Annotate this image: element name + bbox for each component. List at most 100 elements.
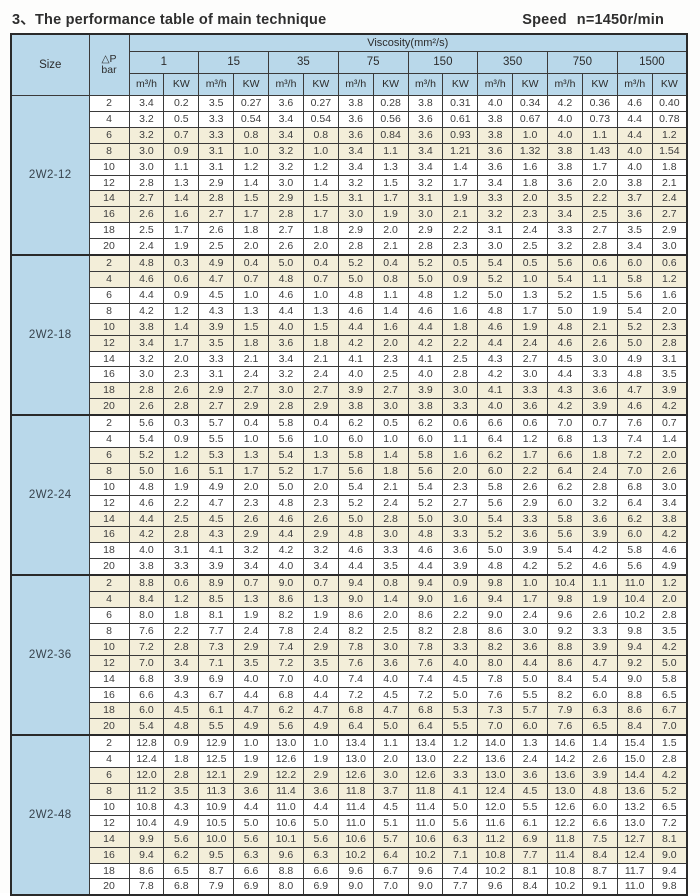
value-cell: 2.4 (651, 190, 688, 208)
value-cell: 3.9 (198, 558, 235, 576)
value-cell: 4.4 (302, 686, 339, 704)
value-cell: 4.5 (198, 286, 235, 304)
value-cell: 8.6 (407, 607, 444, 624)
value-cell: 5.8 (477, 478, 514, 496)
value-cell: 0.3 (163, 414, 200, 433)
value-cell: 1.7 (512, 302, 548, 320)
value-cell: 5.4 (477, 254, 514, 272)
value-cell: 0.9 (442, 574, 479, 593)
value-cell: 12.4 (616, 846, 653, 864)
value-cell: 0.4 (372, 254, 409, 272)
value-cell: 7.8 (407, 638, 444, 656)
value-cell: 0.9 (163, 286, 200, 304)
value-cell: 12.1 (198, 767, 235, 784)
value-cell: 3.0 (512, 366, 548, 384)
value-cell: 2.7 (198, 206, 235, 224)
value-cell: 0.6 (163, 574, 200, 593)
value-cell: 4.6 (268, 286, 304, 304)
delta-p-value-cell: 20 (88, 558, 130, 576)
value-cell: 2.9 (302, 767, 339, 784)
value-cell: 3.6 (616, 206, 653, 224)
table-row: 12 3.4 1.7 3.5 1.8 3.6 1.8 4.2 2.0 4.2 2.2 4.4 2.4 4.… (11, 334, 688, 352)
value-cell: 8.4 (581, 846, 618, 864)
value-cell: 4.0 (302, 670, 339, 688)
value-cell: 2.7 (233, 382, 269, 400)
size-column-header: Size (10, 33, 90, 96)
value-cell: 7.3 (198, 638, 235, 656)
value-cell: 5.0 (407, 270, 444, 288)
value-cell: 3.2 (128, 126, 165, 144)
value-cell: 10.6 (268, 814, 304, 832)
value-cell: 3.6 (407, 126, 444, 144)
value-cell: 7.0 (616, 462, 653, 480)
value-cell: 3.0 (442, 510, 479, 528)
table-row: 20 5.4 4.8 5.5 4.9 5.6 4.9 6.4 5.0 6.4 5.5 7.0 6.0 7.… (11, 718, 688, 736)
value-cell: 6.0 (477, 462, 514, 480)
value-cell: 3.5 (198, 334, 235, 352)
value-cell: 2.9 (337, 222, 374, 240)
value-cell: 2.0 (442, 462, 479, 480)
value-cell: 0.4 (233, 414, 269, 433)
value-cell: 3.0 (407, 206, 444, 224)
value-cell: 5.0 (407, 510, 444, 528)
table-row: 18 6.0 4.5 6.1 4.7 6.2 4.7 6.8 4.7 6.8 5.3 7.3 5.7 7.… (11, 702, 688, 720)
value-cell: 1.1 (581, 574, 618, 593)
value-cell: 2.0 (163, 350, 200, 368)
value-cell: 2.9 (198, 382, 235, 400)
value-cell: 3.8 (407, 95, 444, 112)
value-cell: 3.2 (128, 110, 165, 128)
value-cell: 3.0 (337, 206, 374, 224)
value-cell: 7.0 (128, 654, 165, 672)
delta-p-value-cell: 18 (88, 222, 130, 240)
value-cell: 1.5 (302, 318, 339, 336)
value-cell: 6.8 (616, 478, 653, 496)
value-cell: 3.1 (651, 350, 688, 368)
value-cell: 1.3 (512, 734, 548, 753)
value-cell: 5.5 (198, 718, 235, 736)
value-cell: 4.6 (128, 494, 165, 512)
value-cell: 5.8 (651, 670, 688, 688)
value-cell: 2.8 (651, 607, 688, 624)
table-row: 14 3.2 2.0 3.3 2.1 3.4 2.1 4.1 2.3 4.1 2.5 4.3 2.7 4.… (11, 350, 688, 368)
value-cell: 5.2 (268, 462, 304, 480)
delta-p-value-cell: 4 (88, 270, 130, 288)
value-cell: 3.1 (337, 190, 374, 208)
value-cell: 4.4 (337, 318, 374, 336)
value-cell: 10.4 (128, 814, 165, 832)
value-cell: 2.2 (581, 190, 618, 208)
value-cell: 2.5 (442, 350, 479, 368)
table-row: 6 3.2 0.7 3.3 0.8 3.4 0.8 3.6 0.84 3.6 0.93 3.8 1.0 4… (11, 126, 688, 144)
value-cell: 0.67 (512, 110, 548, 128)
value-cell: 5.8 (547, 510, 583, 528)
value-cell: 1.0 (512, 270, 548, 288)
value-cell: 1.7 (302, 206, 339, 224)
value-cell: 6.4 (616, 494, 653, 512)
value-cell: 11.0 (407, 814, 444, 832)
value-cell: 1.8 (163, 751, 200, 769)
value-cell: 7.1 (442, 846, 479, 864)
delta-p-value-cell: 12 (88, 174, 130, 192)
value-cell: 5.6 (477, 494, 514, 512)
viscosity-value-header: 15 (198, 51, 269, 74)
value-cell: 1.1 (163, 158, 200, 176)
value-cell: 2.4 (302, 366, 339, 384)
value-cell: 9.8 (616, 622, 653, 640)
delta-p-value-cell: 2 (88, 254, 130, 272)
value-cell: 1.0 (302, 286, 339, 304)
value-cell: 5.3 (442, 702, 479, 720)
value-cell: 3.3 (372, 542, 409, 560)
value-cell: 4.3 (547, 382, 583, 400)
value-cell: 2.0 (512, 190, 548, 208)
value-cell: 1.8 (233, 334, 269, 352)
value-cell: 14.6 (547, 734, 583, 753)
value-cell: 1.3 (302, 446, 339, 464)
value-cell: 6.2 (163, 846, 200, 864)
value-cell: 0.5 (512, 254, 548, 272)
value-cell: 9.4 (128, 846, 165, 864)
delta-p-value-cell: 12 (88, 334, 130, 352)
value-cell: 11.2 (128, 782, 165, 800)
value-cell: 3.2 (302, 542, 339, 560)
value-cell: 1.6 (442, 302, 479, 320)
value-cell: 2.4 (512, 607, 548, 624)
title-row: 3、The performance table of main techniqu… (10, 6, 690, 32)
